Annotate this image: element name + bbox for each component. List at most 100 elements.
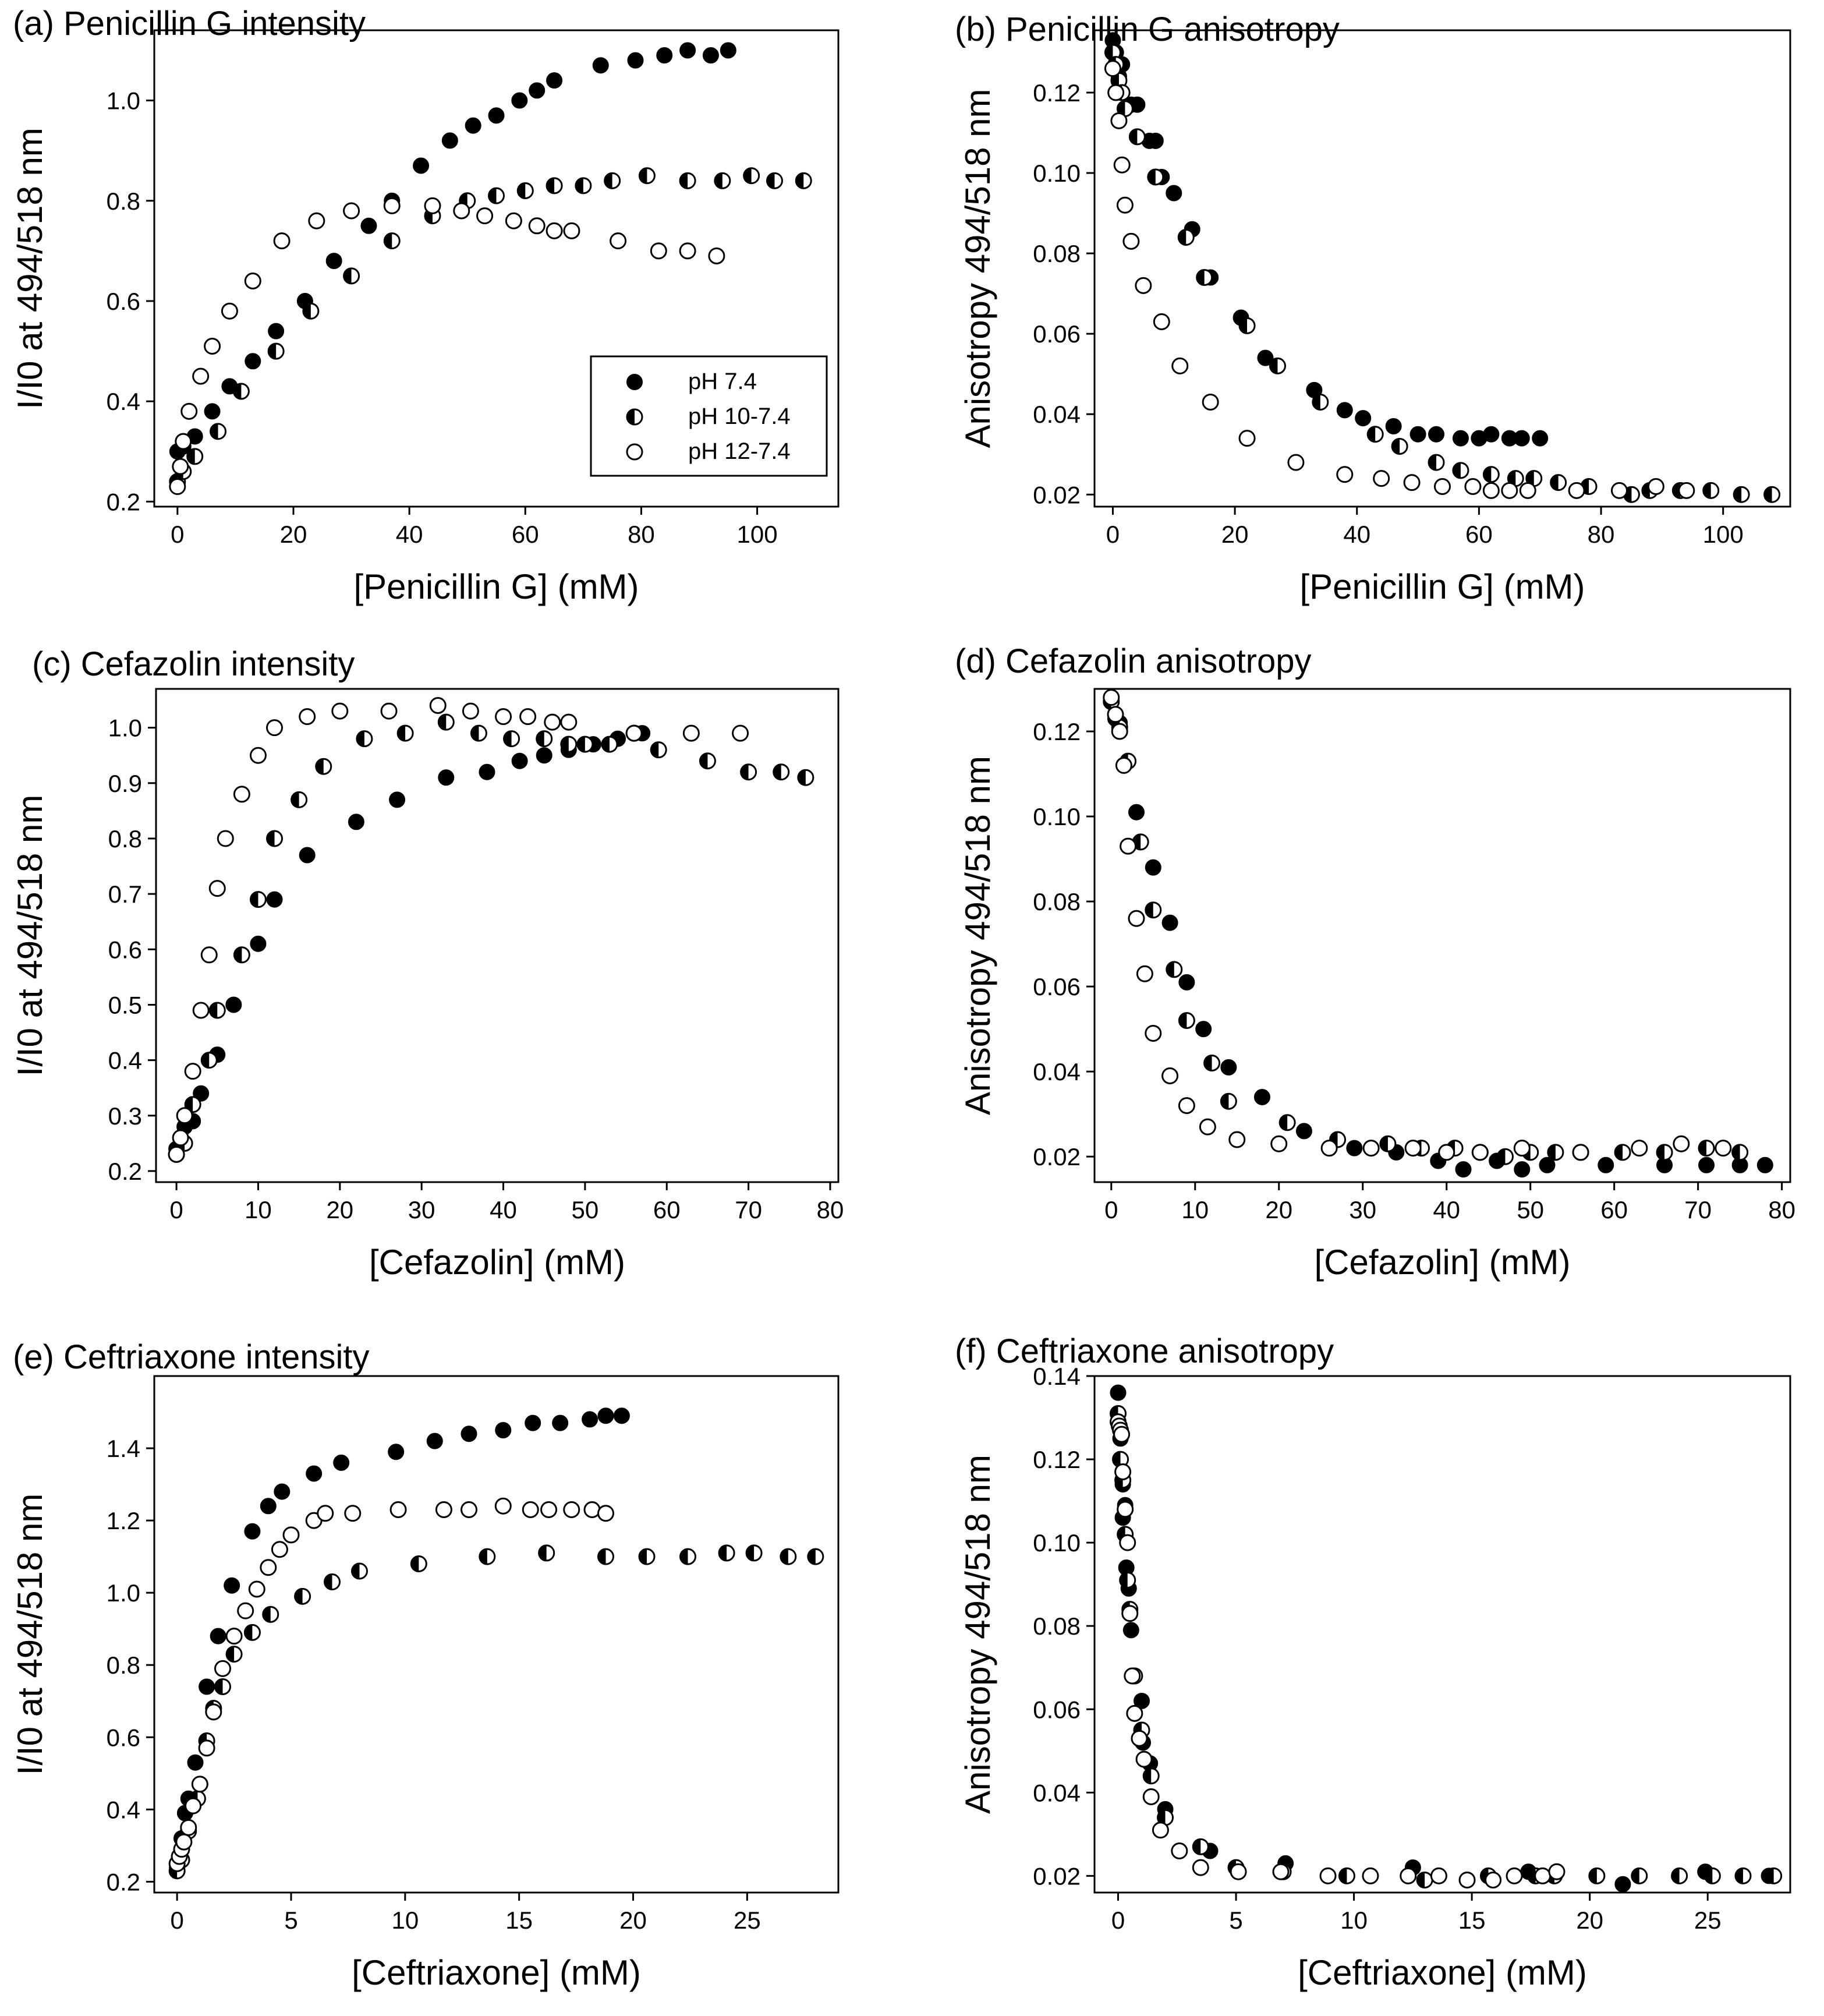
data-point [199,1678,215,1695]
data-point [745,1544,763,1562]
data-point [740,763,757,781]
x-tick-label: 60 [1465,521,1493,548]
y-tick-label: 0.06 [1033,1696,1081,1723]
data-point [1656,1144,1673,1161]
data-point [343,267,360,285]
series-half [1110,1405,1783,1889]
data-point [1482,482,1500,499]
data-point [1128,128,1146,146]
data-point [679,1548,696,1565]
series-half [169,167,812,490]
data-point [208,1002,226,1019]
y-axis-label: Anisotropy 494/518 nm [958,756,997,1115]
data-point [1464,478,1482,495]
data-point [204,403,221,420]
data-point [438,769,455,786]
data-point [1196,269,1213,287]
plot-frame [1093,1375,1791,1894]
data-point [1166,961,1183,978]
data-point [200,1052,218,1069]
legend: pH 7.4 pH 10-7.4 pH 12-7.4 [590,355,828,477]
data-point [1496,1148,1514,1165]
data-point [718,1544,735,1562]
data-point [592,57,609,74]
data-point [1113,156,1131,174]
x-tick-label: 40 [1343,521,1370,548]
data-point [1336,402,1353,419]
data-point [317,1505,334,1522]
x-axis-label: [Cefazolin] (mM) [369,1243,625,1282]
data-point [1404,1140,1422,1157]
data-point [511,752,528,769]
data-point [1438,1144,1455,1161]
data-point [1355,410,1372,427]
data-point [1416,1872,1433,1889]
data-point [185,1797,202,1815]
data-point [224,1577,240,1594]
data-point [708,247,725,264]
data-point [1119,1572,1136,1589]
y-tick-label: 1.0 [108,715,142,742]
data-point [583,1501,601,1519]
x-tick-label: 15 [505,1907,533,1934]
data-point [193,1085,210,1102]
data-point [389,791,406,808]
data-point [389,1501,407,1519]
data-point [516,182,534,200]
data-point [168,1145,185,1163]
data-point [494,1497,512,1515]
data-point [1238,317,1256,334]
x-tick-label: 40 [1433,1196,1460,1223]
x-tick-label: 80 [1768,1196,1795,1223]
y-tick-label: 0.12 [1033,718,1081,745]
x-axis-label: [Ceftriaxone] (mM) [352,1953,641,1992]
legend-marker-filled [626,374,643,390]
legend-label: pH 12-7.4 [688,438,791,464]
y-tick-label: 1.0 [107,1579,140,1607]
data-point [1715,1140,1732,1157]
data-point [495,708,512,726]
x-tick-label: 20 [619,1907,647,1934]
data-point [1506,1867,1523,1884]
y-tick-label: 0.7 [108,880,142,908]
data-point [180,402,198,420]
data-point [1147,168,1164,186]
data-point [536,747,552,764]
data-point [720,42,736,59]
data-point [268,323,285,339]
data-point [1458,1872,1476,1889]
data-point [1702,482,1720,499]
data-point [180,1819,197,1836]
data-point [1120,837,1137,855]
data-point [184,1063,201,1080]
data-point [1220,1092,1237,1110]
data-point [1135,277,1152,294]
data-point [465,117,481,134]
data-point [582,1411,598,1428]
data-point [1166,185,1182,201]
data-point [797,769,814,786]
data-point [192,367,210,385]
data-point [563,222,580,239]
data-point [184,1096,201,1113]
x-axis-label: [Penicillin G] (mM) [353,567,639,606]
data-point [383,197,401,214]
data-point [1514,1161,1531,1178]
data-point [732,724,749,742]
x-tick-label: 40 [490,1196,517,1223]
data-point [1145,901,1162,919]
data-point [1147,132,1164,149]
y-tick-label: 0.10 [1033,1529,1081,1557]
data-point [302,302,320,320]
data-point [1532,430,1549,447]
data-point [1270,1135,1288,1152]
data-point [528,217,546,235]
data-point [1703,1867,1721,1884]
data-point [461,1426,477,1442]
x-tick-label: 15 [1458,1907,1486,1934]
data-point [625,724,643,742]
data-point [1124,1667,1141,1685]
data-point [1455,1161,1472,1178]
panel-e: (e) Ceftriaxone intensity 0 5 10 15 20 25 0.2 0.… [10,1338,840,1992]
data-point [1128,910,1145,927]
